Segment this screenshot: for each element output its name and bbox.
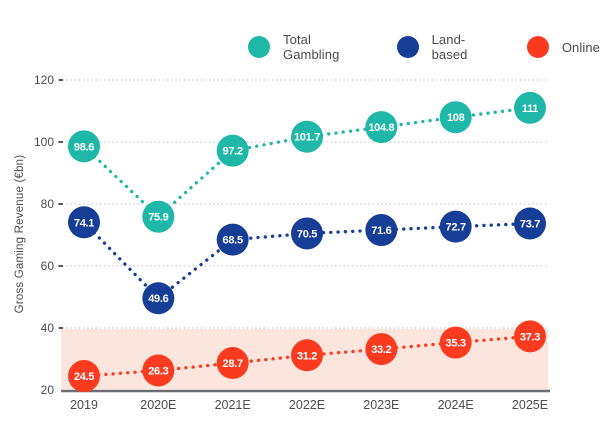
legend-label-land-based: Land-based: [431, 32, 468, 62]
y-tick-label: 40: [41, 321, 55, 335]
data-point-label: 26.3: [148, 365, 168, 377]
data-point-label: 97.2: [223, 146, 243, 158]
y-tick-label: 60: [41, 259, 55, 273]
data-point-marker: [439, 101, 472, 134]
data-point-marker: [439, 210, 472, 243]
x-tick-label: 2025E: [512, 398, 548, 412]
online-dot-icon: [526, 36, 549, 58]
legend-item-online: Online: [526, 36, 600, 58]
y-tick-label: 80: [41, 197, 55, 211]
y-tick-label: 20: [41, 383, 55, 397]
data-point-label: 108: [447, 112, 465, 124]
data-point-label: 71.6: [371, 225, 391, 237]
data-point-marker: [514, 320, 546, 353]
data-point-marker: [365, 111, 398, 144]
data-point-label: 33.2: [371, 344, 391, 356]
data-point-label: 37.3: [520, 331, 540, 343]
data-point-label: 75.9: [148, 212, 168, 224]
data-point-label: 68.5: [223, 235, 243, 247]
data-point-marker: [365, 214, 398, 247]
data-point-marker: [216, 223, 249, 256]
data-point-marker: [68, 206, 100, 239]
total-gambling-dot-icon: [248, 36, 270, 58]
data-point-label: 28.7: [223, 358, 243, 370]
legend-item-total-gambling: Total Gambling: [248, 32, 371, 62]
data-point-marker: [291, 120, 323, 153]
data-point-marker: [365, 333, 398, 366]
data-point-label: 74.1: [74, 217, 94, 229]
data-point-label: 31.2: [297, 350, 317, 362]
legend-item-land-based: Land-based: [396, 32, 501, 62]
data-point-marker: [68, 130, 100, 163]
x-tick-label: 2021E: [215, 398, 251, 412]
data-point-label: 70.5: [297, 228, 317, 240]
data-point-label: 24.5: [74, 371, 94, 383]
data-point-marker: [514, 207, 546, 240]
data-point-marker: [291, 217, 323, 250]
x-tick-label: 2024E: [438, 398, 474, 412]
x-tick-label: 2022E: [289, 398, 325, 412]
data-point-label: 72.7: [446, 222, 466, 234]
data-point-marker: [291, 339, 323, 372]
chart-legend: Total Gambling Land-based Online: [248, 32, 600, 62]
data-point-label: 101.7: [294, 132, 320, 144]
data-point-label: 104.8: [368, 122, 394, 134]
data-point-label: 73.7: [520, 219, 540, 231]
data-point-marker: [514, 91, 546, 124]
legend-label-total-gambling: Total Gambling: [283, 32, 340, 62]
land-based-dot-icon: [396, 36, 419, 58]
x-tick-label: 2023E: [363, 398, 399, 412]
data-point-label: 98.6: [74, 141, 94, 153]
data-point-marker: [142, 200, 175, 233]
data-point-marker: [216, 347, 249, 380]
data-point-label: 35.3: [446, 338, 466, 350]
legend-label-online: Online: [561, 39, 600, 55]
data-point-marker: [68, 360, 100, 393]
data-point-label: 49.6: [148, 293, 168, 305]
x-tick-label: 2019: [70, 398, 98, 412]
data-point-marker: [439, 326, 472, 359]
y-tick-label: 100: [34, 135, 54, 149]
data-point-marker: [142, 282, 175, 315]
data-point-marker: [142, 354, 175, 387]
data-point-marker: [216, 134, 249, 167]
x-tick-label: 2020E: [140, 398, 176, 412]
data-point-label: 111: [522, 103, 538, 115]
y-tick-label: 120: [34, 73, 54, 87]
